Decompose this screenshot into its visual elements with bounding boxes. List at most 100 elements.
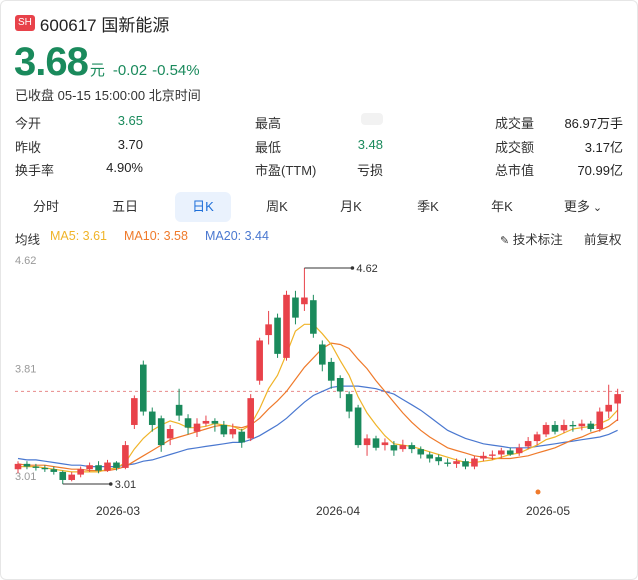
- candle-body: [417, 449, 425, 455]
- tab-label: 月K: [340, 199, 362, 214]
- tech-annotation-toggle[interactable]: ✎ 技术标注: [500, 229, 563, 248]
- x-tick-label: 2026-03: [96, 504, 140, 518]
- stat-label: 总市值: [495, 163, 535, 178]
- candle-body: [435, 457, 442, 462]
- candle-body: [59, 471, 67, 480]
- candle-body: [247, 398, 254, 439]
- market-status: 已收盘 05-15 15:00:00 北京时间: [15, 88, 201, 103]
- candle-body: [175, 404, 183, 416]
- candle-body: [131, 398, 138, 425]
- candle-body: [184, 418, 192, 428]
- tab-label: 年K: [491, 199, 513, 214]
- candle-body: [462, 461, 469, 467]
- candle-body: [480, 455, 487, 459]
- tab-0[interactable]: 分时: [18, 192, 74, 222]
- max-annotation-dot: [350, 266, 355, 270]
- min-annotation-label: 3.01: [115, 479, 136, 491]
- stat-label: 最高: [255, 116, 282, 131]
- candle-body: [274, 317, 281, 354]
- tab-3[interactable]: 周K: [249, 192, 305, 222]
- candle-body: [157, 418, 165, 446]
- candle-body: [587, 423, 595, 429]
- stat-label: 今开: [15, 116, 42, 131]
- candle-body: [471, 458, 478, 467]
- price-change-percent: -0.54%: [152, 62, 200, 79]
- candle-body: [256, 340, 263, 381]
- min-annotation-dot: [108, 482, 113, 486]
- candle-body: [122, 445, 129, 468]
- candle-body: [399, 445, 407, 450]
- candle-body: [14, 463, 22, 470]
- stock-title[interactable]: 600617 国新能源: [39, 15, 170, 35]
- candle-body: [596, 411, 604, 429]
- ma-label: 均线: [15, 233, 41, 247]
- candle-body: [506, 450, 514, 455]
- candle-body: [68, 474, 75, 480]
- ma20-value: MA20: 3.44: [205, 229, 269, 243]
- stat-label: 昨收: [15, 140, 42, 155]
- stat-label: 成交量: [495, 116, 535, 131]
- candle-body: [95, 465, 102, 471]
- price-unit: 元: [89, 62, 105, 79]
- candle-body: [310, 300, 317, 334]
- x-tick-label: 2026-05: [526, 504, 570, 518]
- tab-4[interactable]: 月K: [323, 192, 379, 222]
- candle-body: [265, 324, 272, 336]
- stat-value: 70.99亿: [577, 163, 623, 178]
- candle-body: [489, 454, 496, 456]
- tech-annotation-label: 技术标注: [512, 233, 563, 247]
- stat-value: 3.48: [357, 137, 383, 152]
- tab-7[interactable]: 更多 ⌄: [555, 192, 611, 222]
- price-adjust-selector[interactable]: 前复权: [584, 233, 622, 247]
- candle-body: [113, 462, 120, 468]
- candle-body: [605, 404, 612, 412]
- candle-body: [327, 361, 335, 381]
- candle-body: [23, 463, 31, 467]
- max-annotation-label: 4.62: [356, 263, 377, 275]
- tab-label: 季K: [417, 199, 439, 214]
- tab-5[interactable]: 季K: [400, 192, 456, 222]
- candle-body: [345, 394, 353, 412]
- candle-body: [381, 442, 389, 446]
- stock-header: SH 600617 国新能源: [15, 12, 170, 35]
- candle-body: [148, 411, 156, 425]
- candle-body: [524, 441, 532, 447]
- candle-body: [41, 467, 49, 470]
- y-tick-label: 4.62: [15, 255, 36, 267]
- stat-value: 3.70: [117, 137, 143, 152]
- tab-6[interactable]: 年K: [474, 192, 530, 222]
- candle-body: [77, 469, 84, 475]
- stat-label: 最低: [255, 140, 282, 155]
- candle-body: [551, 424, 559, 432]
- event-marker: [535, 489, 541, 495]
- tab-label: 更多: [563, 199, 590, 214]
- candle-body: [104, 462, 111, 471]
- tab-label: 五日: [111, 199, 138, 214]
- ma10-value: MA10: 3.58: [124, 229, 188, 243]
- pencil-icon: ✎: [500, 235, 510, 247]
- ma20-line: [17, 385, 618, 468]
- y-tick-label: 3.81: [15, 364, 36, 376]
- price-change: -0.02: [112, 62, 148, 79]
- candle-body: [50, 469, 58, 472]
- candle-body: [301, 297, 308, 305]
- stat-label: 换手率: [15, 163, 55, 178]
- tab-1[interactable]: 五日: [97, 192, 153, 222]
- stat-value: 3.65: [117, 113, 143, 128]
- tab-2[interactable]: 日K: [175, 192, 231, 222]
- stat-value: 3.17亿: [584, 140, 623, 155]
- candle-body: [229, 428, 237, 435]
- stat-value: 亏损: [356, 163, 383, 178]
- stat-value: 4.90%: [106, 160, 143, 175]
- candle-body: [453, 461, 460, 464]
- price-block: 3.68 元 -0.02 -0.54%: [14, 40, 200, 85]
- candle-body: [166, 428, 174, 439]
- stat-value: 86.97万手: [564, 116, 623, 131]
- candle-body: [390, 445, 398, 451]
- x-tick-label: 2026-04: [316, 504, 360, 518]
- ma5-value: MA5: 3.61: [50, 229, 107, 243]
- period-tabs: 分时 五日 日K 周K 月K 季K 年K 更多 ⌄: [12, 192, 626, 222]
- current-price: 3.68: [14, 40, 89, 84]
- candle-body: [86, 465, 93, 470]
